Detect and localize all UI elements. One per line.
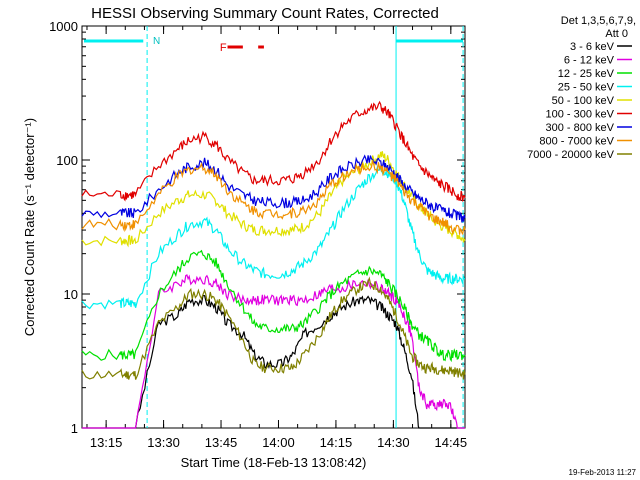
legend-label: 800 - 7000 keV xyxy=(539,136,614,148)
x-tick-label: 14:15 xyxy=(320,435,353,450)
series-line-3 xyxy=(81,249,466,363)
x-axis-label: Start Time (18-Feb-13 13:08:42) xyxy=(181,455,367,470)
legend-label: 300 - 800 keV xyxy=(546,122,615,134)
chart-title: HESSI Observing Summary Count Rates, Cor… xyxy=(91,5,439,22)
series-line-6 xyxy=(81,100,466,202)
series-line-9 xyxy=(81,276,466,380)
x-tick-label: 14:00 xyxy=(262,435,295,450)
legend-label: 100 - 300 keV xyxy=(546,109,615,121)
y-axis-label: Corrected Count Rate (s⁻¹ detector⁻¹) xyxy=(22,118,37,336)
x-tick-label: 14:45 xyxy=(435,435,468,450)
series-line-5 xyxy=(81,151,466,248)
x-tick-label: 13:30 xyxy=(147,435,180,450)
y-tick-label: 1 xyxy=(71,421,78,436)
legend-label: 6 - 12 keV xyxy=(564,55,615,67)
series-line-2 xyxy=(82,274,465,429)
legend-header-line-1: Det 1,3,5,6,7,9, xyxy=(561,15,636,27)
legend-label: 7000 - 20000 keV xyxy=(527,149,615,161)
legend-label: 50 - 100 keV xyxy=(552,95,615,107)
x-tick-label: 13:15 xyxy=(90,435,123,450)
x-tick-label: 14:30 xyxy=(377,435,410,450)
legend-label: 3 - 6 keV xyxy=(570,41,615,53)
legend-label: 25 - 50 keV xyxy=(558,82,615,94)
series-line-4 xyxy=(81,165,466,310)
legend-label: 12 - 25 keV xyxy=(558,68,615,80)
flare-flag-label: F xyxy=(220,42,227,54)
legend-header-line-2: Att 0 xyxy=(605,28,628,40)
footer-date: 19-Feb-2013 11:27 xyxy=(569,468,637,477)
night-flag-label: N xyxy=(153,36,160,47)
x-tick-label: 13:45 xyxy=(205,435,238,450)
series-line-8 xyxy=(81,159,466,236)
y-tick-label: 100 xyxy=(56,153,78,168)
y-tick-label: 1000 xyxy=(49,19,78,34)
series-line-1 xyxy=(82,294,465,429)
plot-frame xyxy=(81,25,466,429)
y-tick-label: 10 xyxy=(64,287,78,302)
